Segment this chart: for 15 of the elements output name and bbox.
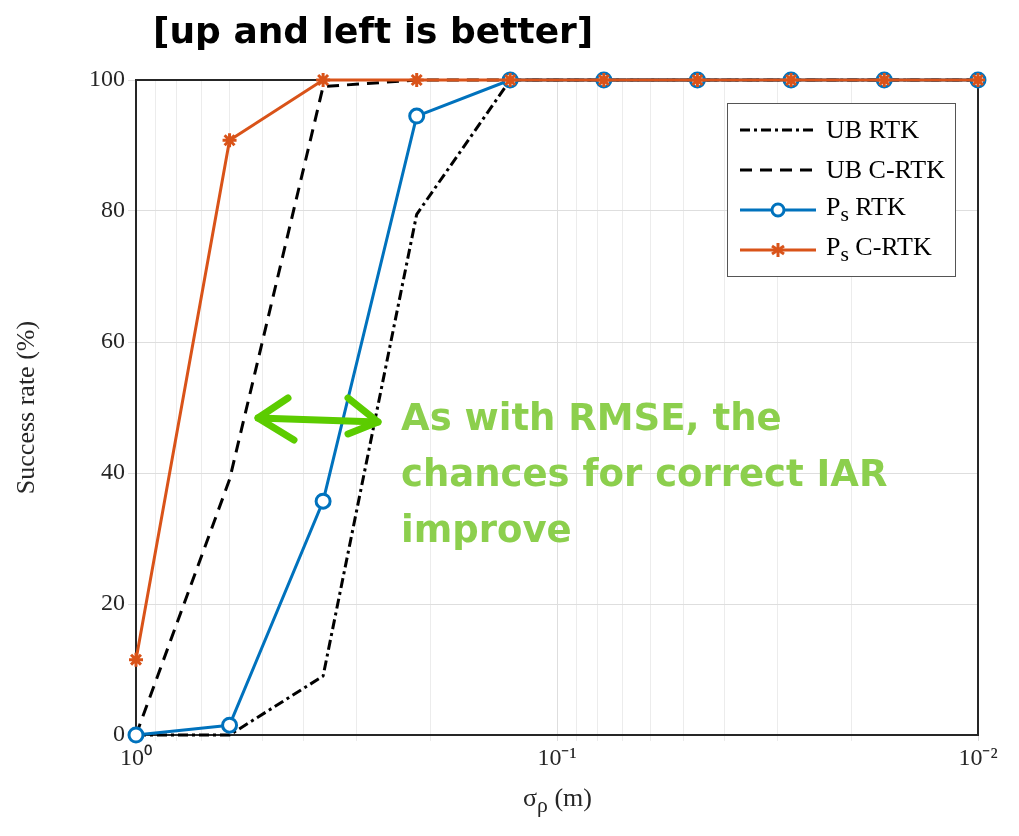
y-tick-label: 80 — [101, 196, 125, 223]
x-tick-label: 10⁻² — [958, 743, 998, 770]
y-tick-label: 40 — [101, 458, 125, 485]
legend-label: P$_{s}$ C-RTK — [825, 232, 932, 268]
legend-label: UB C-RTK — [825, 155, 945, 185]
x-axis-title: σ$_{ρ}$ (m) — [522, 783, 593, 819]
y-tick-label: 100 — [89, 65, 125, 92]
legend-label: UB RTK — [825, 115, 919, 145]
y-axis-title: Success rate (%) — [11, 320, 41, 495]
annotation: As with RMSE, the chances for correct IAR improve — [401, 395, 889, 553]
y-tick-label: 20 — [101, 589, 125, 616]
y-tick-label: 60 — [101, 327, 125, 354]
legend-label: P$_{s}$ RTK — [825, 192, 906, 228]
x-tick-label: 10⁻¹ — [537, 743, 577, 770]
chart-title: [up and left is better] — [153, 10, 594, 51]
